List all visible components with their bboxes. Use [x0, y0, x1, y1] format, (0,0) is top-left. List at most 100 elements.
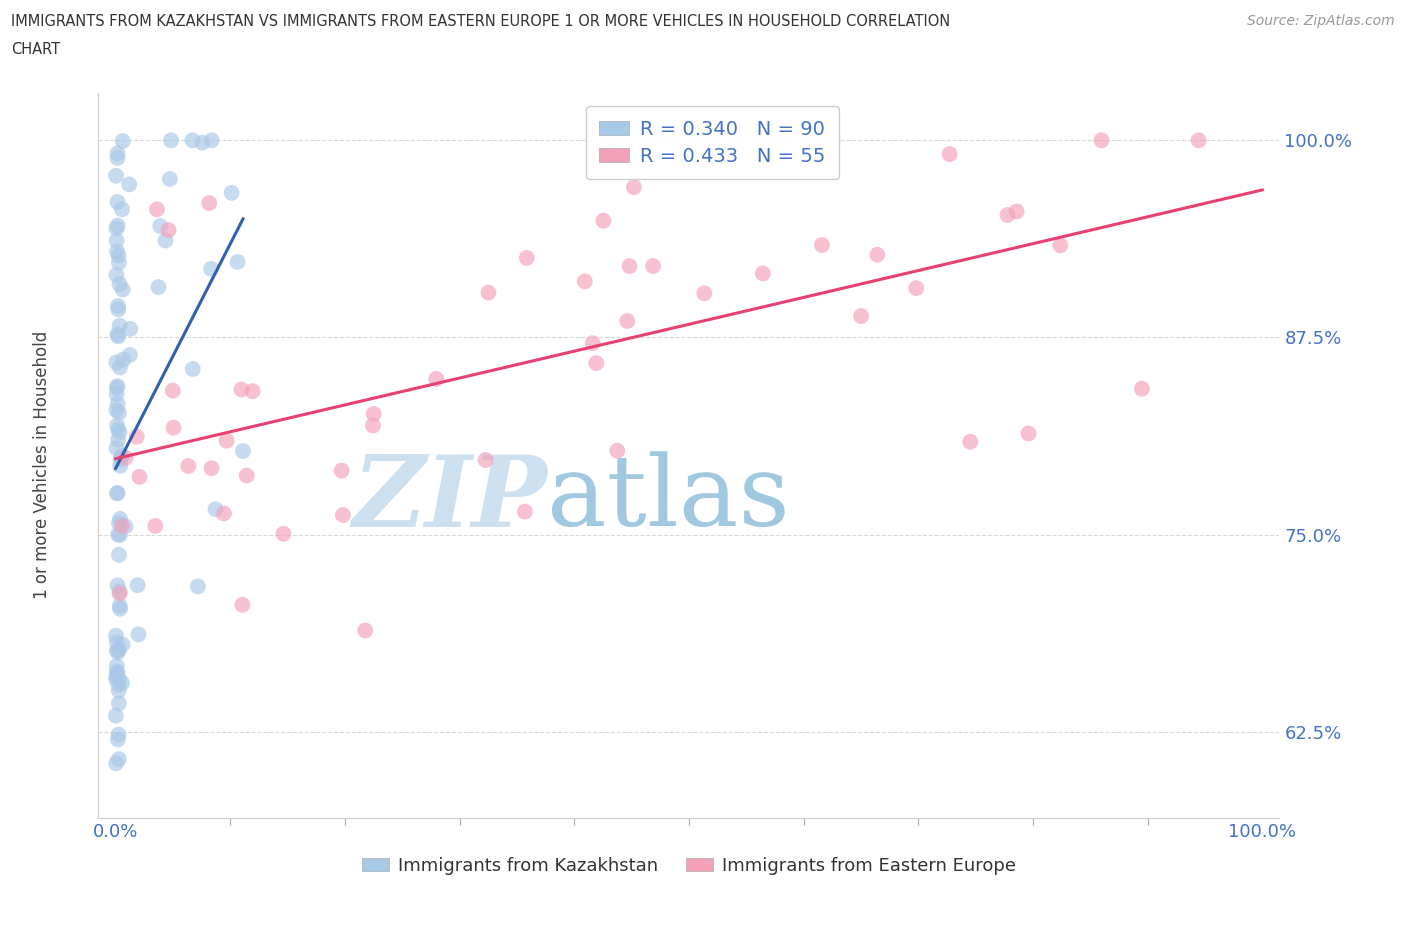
Point	[105, 380, 128, 395]
Point	[107, 422, 129, 437]
Point	[363, 406, 385, 421]
Point	[110, 452, 132, 467]
Point	[273, 526, 295, 541]
Point	[105, 268, 128, 283]
Point	[1090, 133, 1112, 148]
Point	[201, 133, 224, 148]
Point	[107, 527, 129, 542]
Point	[107, 299, 129, 313]
Text: 1 or more Vehicles in Household: 1 or more Vehicles in Household	[34, 331, 51, 599]
Point	[146, 202, 169, 217]
Point	[107, 379, 129, 393]
Point	[108, 360, 131, 375]
Point	[105, 664, 128, 679]
Text: CHART: CHART	[11, 42, 60, 57]
Point	[155, 233, 177, 248]
Point	[516, 250, 538, 265]
Legend: Immigrants from Kazakhstan, Immigrants from Eastern Europe: Immigrants from Kazakhstan, Immigrants f…	[354, 849, 1024, 882]
Point	[200, 261, 222, 276]
Point	[107, 151, 129, 166]
Point	[107, 146, 129, 161]
Point	[108, 586, 131, 601]
Point	[108, 512, 131, 526]
Point	[105, 387, 128, 402]
Point	[330, 463, 353, 478]
Point	[105, 233, 128, 248]
Point	[623, 179, 645, 194]
Point	[221, 185, 243, 200]
Point	[1005, 204, 1028, 219]
Point	[231, 382, 253, 397]
Point	[107, 732, 129, 747]
Point	[585, 355, 607, 370]
Text: IMMIGRANTS FROM KAZAKHSTAN VS IMMIGRANTS FROM EASTERN EUROPE 1 OR MORE VEHICLES : IMMIGRANTS FROM KAZAKHSTAN VS IMMIGRANTS…	[11, 14, 950, 29]
Point	[598, 143, 620, 158]
Point	[107, 396, 129, 411]
Point	[198, 195, 221, 210]
Point	[105, 221, 128, 236]
Point	[111, 134, 134, 149]
Point	[108, 751, 131, 766]
Point	[997, 207, 1019, 222]
Point	[242, 384, 264, 399]
Point	[118, 348, 141, 363]
Point	[332, 508, 354, 523]
Point	[107, 696, 129, 711]
Point	[200, 461, 222, 476]
Point	[157, 222, 180, 237]
Point	[162, 420, 184, 435]
Point	[204, 502, 226, 517]
Point	[128, 470, 150, 485]
Point	[108, 602, 131, 617]
Point	[105, 485, 128, 500]
Point	[107, 727, 129, 742]
Point	[107, 683, 129, 698]
Point	[105, 355, 128, 370]
Point	[107, 485, 129, 500]
Point	[114, 519, 136, 534]
Point	[616, 313, 638, 328]
Point	[105, 669, 128, 684]
Point	[905, 281, 928, 296]
Point	[235, 468, 257, 483]
Point	[120, 322, 142, 337]
Point	[143, 518, 166, 533]
Point	[513, 504, 536, 519]
Point	[107, 219, 129, 233]
Point	[107, 329, 129, 344]
Point	[108, 276, 131, 291]
Point	[108, 318, 131, 333]
Point	[105, 441, 128, 456]
Point	[105, 756, 128, 771]
Point	[105, 643, 128, 658]
Point	[107, 432, 129, 447]
Point	[582, 336, 605, 351]
Text: atlas: atlas	[547, 451, 790, 547]
Point	[127, 578, 149, 592]
Point	[112, 352, 135, 367]
Point	[212, 506, 235, 521]
Point	[959, 434, 981, 449]
Point	[1130, 381, 1153, 396]
Point	[425, 371, 447, 386]
Point	[361, 418, 384, 433]
Point	[693, 286, 716, 300]
Point	[125, 430, 148, 445]
Point	[107, 302, 129, 317]
Point	[181, 133, 204, 148]
Point	[111, 202, 134, 217]
Point	[849, 309, 872, 324]
Point	[105, 244, 128, 259]
Point	[226, 255, 249, 270]
Point	[752, 266, 775, 281]
Point	[181, 362, 204, 377]
Point	[104, 629, 127, 644]
Point	[215, 433, 238, 448]
Point	[108, 584, 131, 599]
Point	[148, 280, 170, 295]
Point	[114, 450, 136, 465]
Point	[574, 274, 596, 289]
Point	[105, 635, 128, 650]
Text: ZIP: ZIP	[353, 451, 547, 548]
Point	[111, 519, 134, 534]
